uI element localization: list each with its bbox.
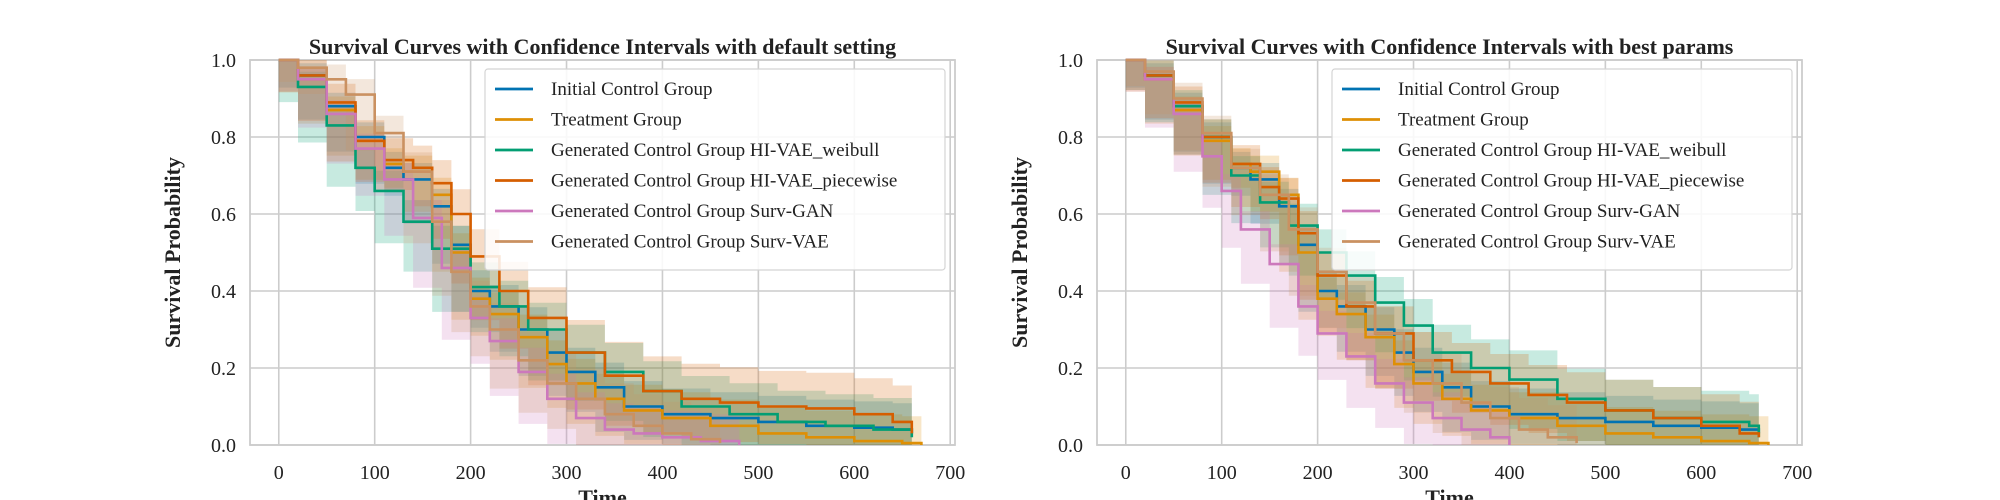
legend-label: Generated Control Group Surv-GAN bbox=[551, 201, 834, 222]
y-tick-label: 0.0 bbox=[211, 435, 236, 457]
legend-label: Generated Control Group HI-VAE_piecewise bbox=[1398, 171, 1744, 192]
y-tick-label: 0.6 bbox=[211, 204, 236, 226]
survival-chart-best-params: 0 100 200 300 400 500 600 700 0.0 0.2 0.4 0.6 0.8 1.0… bbox=[1007, 34, 1812, 500]
x-tick-label: 600 bbox=[839, 462, 869, 484]
series-line-2 bbox=[278, 58, 914, 438]
x-tick-label: 200 bbox=[1303, 462, 1333, 484]
ci-band-2 bbox=[278, 60, 912, 445]
y-tick-label: 0.4 bbox=[211, 281, 236, 303]
y-tick-label: 0.8 bbox=[211, 127, 236, 149]
y-tick-label: 0.0 bbox=[1058, 435, 1083, 457]
x-tick-label: 500 bbox=[1590, 462, 1620, 484]
y-axis-label: Survival Probability bbox=[160, 157, 185, 348]
series-line-5 bbox=[1125, 58, 1578, 444]
y-tick-label: 0.4 bbox=[1058, 281, 1083, 303]
ci-band-5 bbox=[1125, 60, 1577, 445]
ci-band-0 bbox=[278, 60, 912, 445]
series-line-4 bbox=[278, 58, 741, 445]
plot-frame bbox=[249, 59, 956, 446]
series-line-5 bbox=[278, 58, 722, 444]
x-tick-label: 700 bbox=[1782, 462, 1812, 484]
x-tick-label: 700 bbox=[935, 462, 965, 484]
legend: Initial Control Group Treatment Group Gene… bbox=[484, 68, 946, 271]
legend-label: Initial Control Group bbox=[551, 79, 712, 100]
legend: Initial Control Group Treatment Group Gene… bbox=[1331, 68, 1793, 271]
chart-title: Survival Curves with Confidence Interval… bbox=[1166, 34, 1734, 59]
y-tick-label: 0.2 bbox=[1058, 358, 1083, 380]
legend-label: Generated Control Group HI-VAE_piecewise bbox=[551, 171, 897, 192]
y-tick-label: 0.8 bbox=[1058, 127, 1083, 149]
legend-label: Generated Control Group HI-VAE_weibull bbox=[551, 140, 879, 161]
ci-band-3 bbox=[278, 60, 912, 445]
x-axis-label: Time bbox=[1425, 485, 1474, 500]
x-tick-label: 400 bbox=[1494, 462, 1524, 484]
x-tick-label: 100 bbox=[1207, 462, 1237, 484]
legend-box bbox=[484, 68, 946, 271]
legend-label: Treatment Group bbox=[551, 110, 682, 131]
x-tick-label: 500 bbox=[743, 462, 773, 484]
legend-label: Generated Control Group HI-VAE_weibull bbox=[1398, 140, 1726, 161]
legend-label: Generated Control Group Surv-GAN bbox=[1398, 201, 1681, 222]
legend-box bbox=[1331, 68, 1793, 271]
x-axis-label: Time bbox=[578, 485, 627, 500]
legend-label: Generated Control Group Surv-VAE bbox=[551, 232, 829, 253]
y-tick-label: 0.6 bbox=[1058, 204, 1083, 226]
plot-area bbox=[278, 58, 923, 445]
series-line-3 bbox=[278, 58, 914, 434]
legend-label: Initial Control Group bbox=[1398, 79, 1559, 100]
x-tick-label: 300 bbox=[552, 462, 582, 484]
x-tick-label: 600 bbox=[1686, 462, 1716, 484]
y-tick-label: 1.0 bbox=[1058, 50, 1083, 72]
y-axis-label: Survival Probability bbox=[1007, 157, 1032, 348]
x-tick-label: 0 bbox=[1121, 462, 1131, 484]
legend-label: Generated Control Group Surv-VAE bbox=[1398, 232, 1676, 253]
x-tick-label: 0 bbox=[274, 462, 284, 484]
ci-band-4 bbox=[278, 60, 740, 445]
ci-band-1 bbox=[278, 60, 922, 445]
survival-chart-default: 0 100 200 300 400 500 600 700 0.0 0.2 0.4 0.6 0.8 1.0… bbox=[160, 34, 965, 500]
y-tick-label: 0.2 bbox=[211, 358, 236, 380]
x-tick-label: 400 bbox=[647, 462, 677, 484]
x-tick-label: 200 bbox=[456, 462, 486, 484]
chart-title: Survival Curves with Confidence Interval… bbox=[309, 34, 896, 59]
ci-band-5 bbox=[278, 60, 720, 445]
plot-frame bbox=[1096, 59, 1803, 446]
legend-label: Treatment Group bbox=[1398, 110, 1529, 131]
x-tick-label: 100 bbox=[360, 462, 390, 484]
plot-area bbox=[1125, 58, 1770, 445]
x-tick-label: 300 bbox=[1399, 462, 1429, 484]
y-tick-label: 1.0 bbox=[211, 50, 236, 72]
